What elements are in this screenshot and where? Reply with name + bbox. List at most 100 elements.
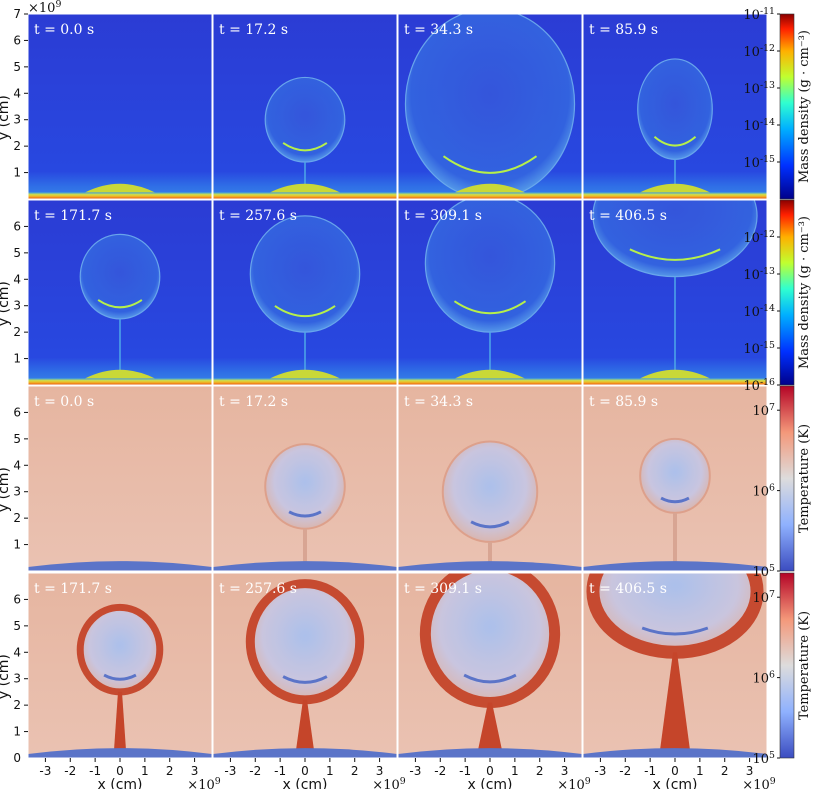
floor-layer — [213, 192, 397, 199]
x-multiplier: ×109 — [742, 776, 775, 789]
floor-layer — [213, 561, 397, 571]
y-tick-label: 5 — [13, 60, 21, 74]
time-label: t = 34.3 s — [404, 394, 473, 410]
plume-stem — [660, 652, 690, 751]
x-tick-label: -1 — [459, 764, 471, 778]
x-axis-label: x (cm) — [653, 777, 698, 789]
y-tick-label: 0 — [13, 751, 21, 765]
y-multiplier: ×109 — [28, 0, 61, 16]
cool-shell — [660, 496, 690, 504]
floor-layer — [583, 192, 767, 199]
panel-3-0: t = 171.7 s — [27, 572, 213, 759]
plume-bubble — [79, 233, 161, 320]
time-label: t = 171.7 s — [34, 208, 112, 224]
panel-2-1: t = 17.2 s — [212, 385, 398, 572]
x-tick-label: -1 — [89, 764, 101, 778]
x-tick-label: 2 — [536, 764, 544, 778]
shock-front — [453, 300, 527, 315]
floor-bump — [640, 369, 710, 379]
y-tick-label: 6 — [13, 592, 21, 606]
colorbar-label: Mass density (g · cm⁻³) — [797, 30, 812, 183]
colorbar-tick-label: 10-13 — [743, 266, 775, 283]
panel-2-3: t = 85.9 s — [582, 385, 768, 572]
x-tick-label: -3 — [594, 764, 606, 778]
plume-stem — [296, 699, 314, 751]
shock-front — [282, 142, 328, 152]
panel-frame — [27, 199, 213, 386]
time-label: t = 406.5 s — [589, 208, 667, 224]
x-tick-label: 3 — [191, 764, 199, 778]
x-tick-label: -1 — [274, 764, 286, 778]
time-label: t = 34.3 s — [404, 22, 473, 38]
plume-stem — [303, 528, 307, 564]
panel-frame — [27, 385, 213, 572]
y-tick-label: 2 — [13, 139, 21, 153]
y-tick-label: 5 — [13, 619, 21, 633]
floor-bump — [85, 183, 155, 193]
y-tick-label: 1 — [13, 538, 21, 552]
panel-frame — [397, 385, 583, 572]
floor-layer — [213, 748, 397, 758]
panel-frame — [212, 385, 398, 572]
floor-layer — [583, 561, 767, 571]
x-multiplier: ×109 — [557, 776, 590, 789]
y-tick-label: 5 — [13, 246, 21, 260]
colorbar-tick-label: 107 — [753, 402, 776, 419]
time-label: t = 171.7 s — [34, 581, 112, 597]
y-tick-label: 6 — [13, 219, 21, 233]
colorbar-tick-label: 106 — [753, 482, 776, 499]
time-label: t = 257.6 s — [219, 581, 297, 597]
y-tick-label: 2 — [13, 698, 21, 712]
colorbar — [779, 385, 795, 572]
y-tick-label: 4 — [13, 86, 21, 100]
y-tick-label: 4 — [13, 645, 21, 659]
colorbar-tick-label: 105 — [753, 563, 776, 580]
colorbar-tick-label: 10-15 — [743, 340, 775, 357]
colorbar-tick-label: 105 — [753, 750, 776, 767]
time-label: t = 406.5 s — [589, 581, 667, 597]
colorbar-tick-label: 107 — [753, 589, 776, 606]
cool-shell — [470, 520, 510, 529]
plume-bubble — [249, 215, 361, 333]
colorbar-tick-label: 10-12 — [743, 229, 775, 246]
y-tick-label: 3 — [13, 672, 21, 686]
panel-1-3: t = 406.5 s — [582, 199, 768, 386]
y-tick-label: 4 — [13, 458, 21, 472]
x-tick-label: 0 — [301, 764, 309, 778]
panel-0-0: t = 0.0 s — [27, 13, 213, 200]
x-axis-label: x (cm) — [468, 777, 513, 789]
x-tick-label: -2 — [249, 764, 261, 778]
y-tick-label: 4 — [13, 272, 21, 286]
x-tick-label: 3 — [746, 764, 754, 778]
x-tick-label: -2 — [434, 764, 446, 778]
x-tick-label: 2 — [721, 764, 729, 778]
x-tick-label: 3 — [376, 764, 384, 778]
plume-stem — [488, 541, 492, 564]
colorbar-tick-label: 10-11 — [743, 6, 775, 23]
colorbar-tick-label: 10-14 — [743, 117, 775, 134]
y-tick-label: 5 — [13, 432, 21, 446]
panel-frame — [582, 199, 768, 386]
plume-stem — [478, 702, 502, 751]
x-tick-label: -3 — [409, 764, 421, 778]
cool-shell — [282, 675, 328, 684]
x-tick-label: 1 — [696, 764, 704, 778]
panel-frame — [27, 13, 213, 200]
x-axis-label: x (cm) — [98, 777, 143, 789]
floor-bump — [455, 183, 525, 193]
colorbar-label: Temperature (K) — [797, 611, 812, 720]
x-tick-label: 1 — [511, 764, 519, 778]
x-axis-label: x (cm) — [283, 777, 328, 789]
floor-layer — [28, 192, 212, 199]
y-tick-label: 1 — [13, 166, 21, 180]
x-tick-label: -2 — [619, 764, 631, 778]
floor-layer — [28, 378, 212, 385]
shock-front — [653, 135, 697, 147]
floor-layer — [398, 192, 582, 199]
colorbar-label: Temperature (K) — [797, 424, 812, 533]
floor-bump — [85, 369, 155, 379]
x-tick-label: -1 — [644, 764, 656, 778]
x-tick-label: -3 — [39, 764, 51, 778]
x-multiplier: ×109 — [372, 776, 405, 789]
x-tick-label: -3 — [224, 764, 236, 778]
